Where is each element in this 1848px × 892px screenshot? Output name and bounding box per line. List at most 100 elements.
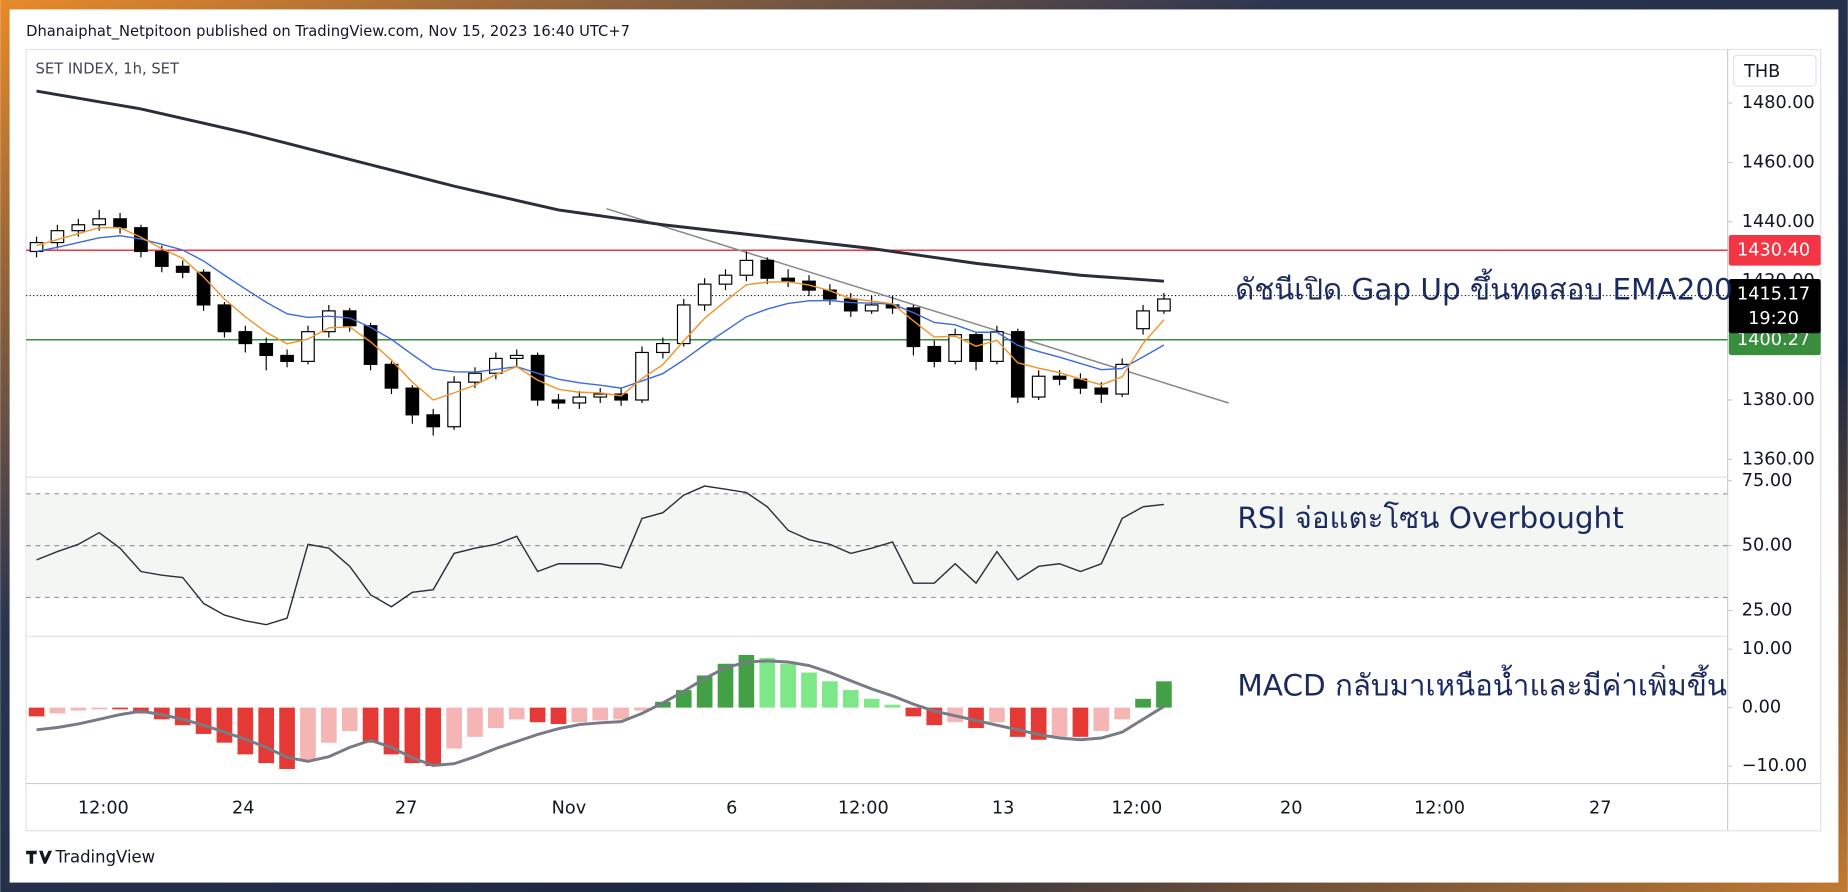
candle-body — [71, 224, 86, 232]
candle-body — [739, 259, 754, 276]
moving-average — [36, 235, 1165, 389]
histogram-bar — [1156, 681, 1172, 708]
last-price-tag — [1728, 279, 1821, 334]
x-tick-label: 27 — [395, 798, 417, 818]
candle-body — [1136, 310, 1150, 330]
candle-body — [488, 357, 503, 374]
candle-body — [154, 250, 169, 267]
y-tick-label: 1460.00 — [1742, 152, 1815, 172]
histogram-bar — [1072, 707, 1089, 737]
histogram-bar — [968, 707, 984, 729]
candle-body — [614, 393, 628, 401]
histogram-bar — [508, 707, 525, 720]
histogram-bar — [279, 707, 295, 769]
x-tick-label: 12:00 — [1414, 798, 1465, 818]
price-tag-label: 1400.27 — [1737, 330, 1810, 350]
candle-body — [509, 354, 524, 359]
candle-body — [906, 307, 921, 348]
y-tick-label: 1360.00 — [1742, 449, 1815, 469]
signal-line — [36, 659, 1165, 767]
rsi-pane — [26, 485, 1728, 626]
candle-body — [175, 265, 190, 273]
histogram-bar — [488, 707, 504, 729]
histogram-bar — [780, 663, 796, 708]
candle-body — [405, 387, 420, 416]
histogram-bar — [425, 707, 442, 767]
candle-body — [113, 218, 127, 229]
histogram-bar — [383, 707, 400, 755]
histogram-bar — [91, 707, 108, 710]
price-pane — [26, 89, 1728, 436]
histogram-bar — [696, 675, 713, 708]
x-tick-label: 12:00 — [1111, 798, 1162, 818]
histogram-bar — [341, 707, 358, 731]
candle-body — [718, 274, 733, 285]
candle-body — [656, 342, 670, 354]
candle-body — [1052, 375, 1067, 380]
x-tick-label: 13 — [992, 798, 1014, 818]
publisher-line: Dhanaiphat_Netpitoon published on Tradin… — [26, 23, 630, 40]
candle-body — [843, 298, 858, 312]
candle-body — [468, 372, 482, 383]
candle-body — [697, 283, 712, 306]
histogram-bar — [592, 707, 609, 721]
price-tag-label: 1430.40 — [1737, 240, 1810, 260]
histogram-bar — [28, 707, 45, 717]
candle-body — [593, 393, 608, 398]
axes: 12:00 24 27 Nov 6 12:00 13 12:00 20 12:00 27 1360.0… — [78, 93, 1821, 818]
y-tick-label: 75.00 — [1742, 471, 1793, 491]
candle-body — [572, 396, 587, 404]
histogram-bar — [842, 690, 859, 708]
candle-body — [50, 230, 65, 244]
moving-average — [36, 89, 1165, 283]
candle-body — [530, 354, 545, 401]
candle-body — [760, 259, 775, 279]
macd-pane — [28, 655, 1172, 769]
chart-border — [25, 48, 1822, 832]
histogram-bar — [467, 707, 483, 737]
candle-body — [384, 363, 399, 389]
candle-body — [1094, 387, 1109, 395]
candle-body — [92, 218, 107, 226]
histogram-bar — [759, 657, 776, 708]
y-tick-label: 0.00 — [1742, 698, 1781, 718]
candle-body — [217, 304, 232, 333]
candle-body — [635, 351, 649, 401]
histogram-bar — [1114, 707, 1131, 720]
histogram-bar — [863, 698, 880, 708]
histogram-bar — [446, 707, 462, 749]
candle-body — [29, 241, 44, 253]
histogram-bar — [717, 663, 734, 708]
candle-body — [238, 331, 253, 345]
logo-icon — [26, 850, 53, 864]
symbol: SET INDEX, 1h, SET — [36, 61, 180, 78]
x-tick-label: Nov — [552, 798, 586, 818]
currency: THB — [1743, 62, 1780, 82]
y-tick-label: 1440.00 — [1742, 212, 1815, 232]
candle-body — [1031, 375, 1046, 398]
histogram-bar — [529, 707, 546, 723]
annotation: MACD กลับมาเหนือน้ำและมีค่าเพิ่มขึ้น — [1237, 664, 1727, 702]
histogram-bar — [321, 707, 337, 743]
histogram-bar — [258, 707, 275, 764]
histogram-bar — [801, 672, 817, 708]
candle-body — [948, 334, 963, 362]
histogram-bar — [195, 707, 212, 734]
candle-body — [1157, 298, 1171, 312]
candle-body — [259, 342, 274, 357]
candle-body — [969, 334, 983, 362]
x-tick-label: 12:00 — [838, 798, 889, 818]
histogram-bar — [216, 707, 233, 743]
x-tick-label: 24 — [232, 798, 254, 818]
currency-box — [1732, 54, 1817, 87]
candle-body — [363, 325, 378, 365]
last-price-time: 19:20 — [1748, 309, 1799, 329]
candle-body — [864, 304, 879, 312]
histogram-bar — [237, 707, 254, 755]
histogram-bar — [49, 707, 66, 714]
candle-body — [551, 399, 566, 404]
histogram-bar — [571, 707, 588, 723]
y-tick-label: 1480.00 — [1742, 93, 1815, 113]
